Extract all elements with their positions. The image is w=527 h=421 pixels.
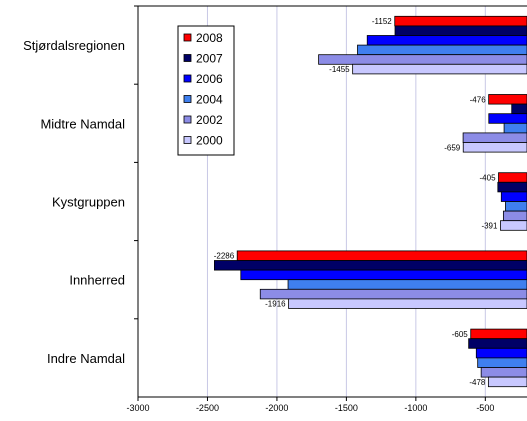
data-label: -1152 xyxy=(372,17,392,26)
bar-stjordalsregionen-2007 xyxy=(394,25,527,36)
bar-kystgruppen-2008 xyxy=(498,172,527,183)
bar-indre-namdal-2007 xyxy=(468,338,527,349)
data-label: -2286 xyxy=(214,252,235,261)
bar-innherred-2004 xyxy=(287,279,527,290)
legend-label-2008: 2008 xyxy=(196,31,223,45)
bar-midtre-namdal-2006 xyxy=(488,113,527,124)
x-tick-label: -2500 xyxy=(196,403,219,413)
bar-indre-namdal-2006 xyxy=(475,347,527,359)
bar-kystgruppen-2000 xyxy=(500,220,527,231)
data-label: -405 xyxy=(480,174,497,183)
x-tick-label: -1000 xyxy=(404,403,427,413)
legend-box xyxy=(177,25,235,156)
category-label-indre-namdal: Indre Namdal xyxy=(47,351,125,366)
category-label-innherred: Innherred xyxy=(69,273,125,288)
bar-innherred-2007 xyxy=(214,260,527,271)
x-tick-label: -1500 xyxy=(335,403,358,413)
bar-midtre-namdal-2007 xyxy=(511,103,527,115)
bar-stjordalsregionen-2002 xyxy=(318,54,527,65)
legend-label-2000: 2000 xyxy=(196,134,223,148)
bar-innherred-2008 xyxy=(236,250,527,261)
legend-swatch-2002 xyxy=(183,115,192,124)
bar-kystgruppen-2007 xyxy=(497,181,527,193)
bar-midtre-namdal-2002 xyxy=(462,132,527,143)
data-label: -478 xyxy=(469,378,486,387)
bar-kystgruppen-2004 xyxy=(505,201,527,212)
bar-midtre-namdal-2004 xyxy=(503,122,527,134)
bar-stjordalsregionen-2008 xyxy=(394,15,527,27)
legend-label-2007: 2007 xyxy=(196,52,223,66)
category-label-stjordalsregionen: Stjørdalsregionen xyxy=(23,38,125,53)
data-label: -391 xyxy=(481,222,498,231)
data-label: -1455 xyxy=(329,65,350,74)
bar-kystgruppen-2006 xyxy=(500,191,527,202)
bar-innherred-2006 xyxy=(240,269,527,281)
legend-swatch-2006 xyxy=(183,74,192,83)
bar-innherred-2000 xyxy=(288,298,527,309)
legend-label-2002: 2002 xyxy=(196,113,223,127)
legend-label-2004: 2004 xyxy=(196,93,223,107)
data-label: -659 xyxy=(444,143,461,152)
bar-stjordalsregionen-2004 xyxy=(357,44,527,56)
legend-swatch-2007 xyxy=(183,54,192,62)
bar-kystgruppen-2002 xyxy=(502,210,527,222)
legend: 2008 2007 2006 2004 2002 2000 xyxy=(177,25,235,156)
legend-label-2006: 2006 xyxy=(196,72,223,86)
category-label-kystgruppen: Kystgruppen xyxy=(52,195,125,210)
bar-indre-namdal-2008 xyxy=(470,328,527,340)
category-label-midtre-namdal: Midtre Namdal xyxy=(40,116,125,131)
bar-indre-namdal-2002 xyxy=(480,367,527,378)
data-labels: -1152 -1455 -476 -659 -405 -391 -2286 -1916 -605… xyxy=(214,17,498,387)
x-tick-label: -500 xyxy=(476,403,494,413)
legend-swatch-2008 xyxy=(183,33,192,42)
bar-innherred-2002 xyxy=(259,288,527,300)
x-tick-label: -2000 xyxy=(265,403,288,413)
bars xyxy=(214,15,527,388)
legend-swatch-2000 xyxy=(183,136,192,144)
bar-stjordalsregionen-2006 xyxy=(366,35,527,46)
bar-stjordalsregionen-2000 xyxy=(352,63,527,75)
data-label: -605 xyxy=(452,330,469,339)
bar-indre-namdal-2004 xyxy=(477,357,527,368)
x-tick-label: -3000 xyxy=(126,403,149,413)
bar-midtre-namdal-2000 xyxy=(462,142,527,153)
bar-midtre-namdal-2008 xyxy=(488,94,527,105)
axes: -3000 -2500 -2000 -1500 -1000 -500 Stjørdalsre… xyxy=(23,5,527,413)
bar-indre-namdal-2000 xyxy=(487,376,527,388)
legend-swatch-2004 xyxy=(183,95,192,103)
data-label: -476 xyxy=(470,95,487,104)
data-label: -1916 xyxy=(265,300,286,309)
